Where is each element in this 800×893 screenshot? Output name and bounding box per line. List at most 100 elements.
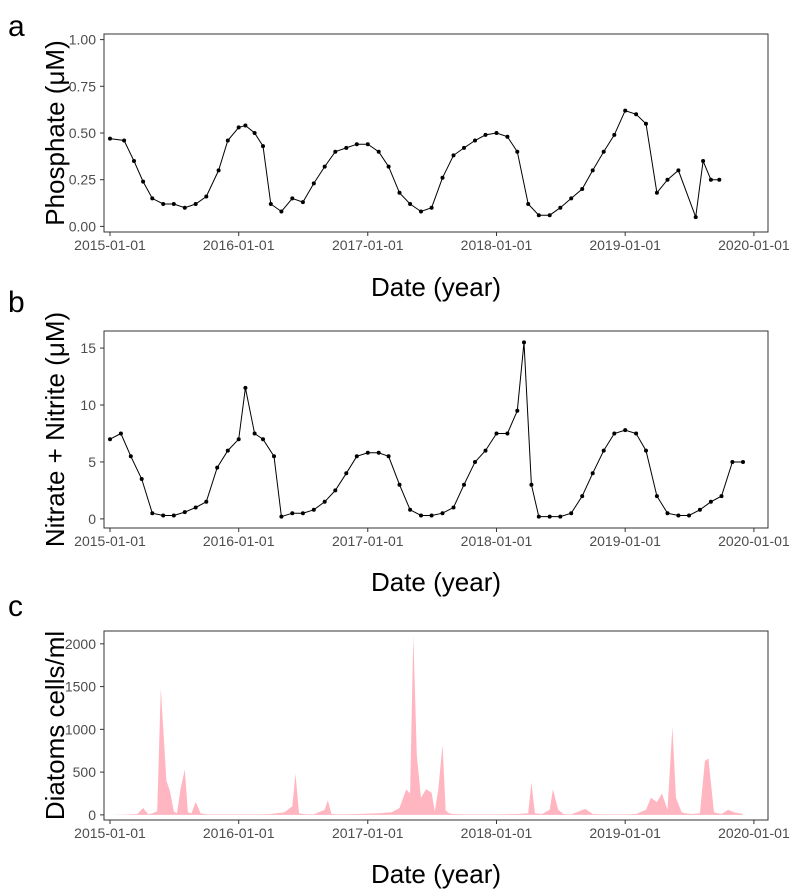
data-point (261, 144, 265, 149)
data-point (171, 513, 176, 518)
data-point (252, 131, 257, 135)
data-point (462, 145, 466, 150)
data-point (408, 507, 413, 512)
x-tick-label: 2016-01-01 (203, 237, 275, 253)
panel-c: c 2015-01-01 2016-01-01 2017-01-01 2018-01-0… (8, 590, 790, 889)
data-point (708, 177, 713, 182)
data-point (386, 164, 391, 169)
data-point (440, 175, 445, 180)
y-tick-label: 500 (73, 764, 97, 780)
data-point (365, 142, 370, 147)
y-tick-label: 0.50 (69, 125, 96, 141)
y-axis-title: Diatoms cells/ml (40, 631, 70, 820)
data-point (697, 507, 702, 512)
data-point (397, 190, 402, 195)
data-point (300, 200, 305, 205)
x-tick-label: 2015-01-01 (74, 825, 146, 841)
data-point (558, 205, 563, 210)
data-point (408, 202, 413, 206)
data-point (536, 213, 541, 218)
data-point (215, 465, 220, 470)
data-point (344, 145, 349, 150)
data-point (128, 454, 133, 459)
data-point (216, 168, 221, 173)
data-point (204, 499, 209, 504)
data-point (243, 385, 248, 390)
x-tick-label: 2018-01-01 (461, 825, 533, 841)
data-point (693, 215, 698, 220)
data-point (139, 477, 144, 481)
y-tick-label: 0 (88, 511, 96, 527)
data-point (522, 340, 526, 345)
data-point (204, 194, 209, 199)
panel-a: a 2015-01-01 2016-01-01 2017-01-01 2018-01-0… (8, 10, 790, 302)
y-tick-label: 0.00 (69, 218, 96, 234)
data-point (397, 482, 402, 487)
x-tick-label: 2020-01-01 (718, 533, 790, 549)
data-point (590, 168, 595, 173)
data-point (193, 202, 198, 206)
series-points (108, 340, 745, 519)
data-point (333, 488, 338, 493)
data-point (252, 431, 257, 436)
data-point (141, 179, 146, 184)
data-point (526, 202, 531, 206)
data-point (311, 181, 316, 186)
x-tick-label: 2019-01-01 (589, 237, 661, 253)
y-tick-label: 15 (80, 340, 96, 356)
data-point (580, 187, 585, 191)
data-point (365, 450, 370, 455)
data-point (354, 142, 359, 147)
data-point (108, 437, 112, 442)
data-point (676, 168, 681, 173)
data-point (225, 448, 230, 453)
data-point (558, 514, 563, 519)
y-tick-label: 0.25 (69, 172, 96, 188)
data-point (717, 177, 722, 182)
x-tick-label: 2019-01-01 (589, 533, 661, 549)
data-point (451, 505, 456, 510)
data-point (451, 153, 456, 158)
data-point (515, 408, 520, 413)
data-point (623, 428, 628, 433)
y-tick-label: 1500 (65, 679, 96, 695)
data-point (290, 511, 295, 516)
x-tick-label: 2020-01-01 (718, 825, 790, 841)
data-point (279, 209, 284, 214)
data-point (529, 482, 534, 487)
data-point (473, 460, 477, 464)
panel-letter: b (8, 286, 25, 319)
data-point (272, 454, 276, 459)
data-point (665, 511, 670, 516)
plot-frame (103, 33, 769, 233)
x-tick-label: 2017-01-01 (332, 237, 404, 253)
data-point (344, 471, 349, 476)
x-axis-title: Date (year) (371, 272, 501, 302)
data-point (108, 136, 112, 141)
y-tick-label: 10 (80, 397, 96, 413)
data-point (580, 494, 585, 499)
data-point (429, 205, 434, 210)
data-point (741, 460, 745, 464)
data-point (171, 202, 176, 206)
data-point (268, 202, 273, 206)
data-point (279, 514, 284, 519)
x-tick-label: 2016-01-01 (203, 533, 275, 549)
data-point (386, 454, 391, 459)
data-point (300, 511, 305, 516)
data-point (182, 205, 187, 210)
y-axis-title: Nitrate + Nitrite (μM) (40, 312, 70, 547)
y-tick-label: 0 (88, 807, 96, 823)
data-point (665, 177, 670, 182)
data-point (494, 431, 499, 436)
data-point (719, 494, 724, 499)
x-tick-label: 2018-01-01 (461, 237, 533, 253)
data-point (419, 513, 423, 518)
data-point (654, 494, 659, 499)
data-point (623, 108, 628, 113)
data-point (440, 511, 445, 516)
data-point (225, 138, 230, 143)
data-point (536, 514, 541, 519)
data-point (311, 507, 316, 512)
data-point (483, 448, 488, 453)
